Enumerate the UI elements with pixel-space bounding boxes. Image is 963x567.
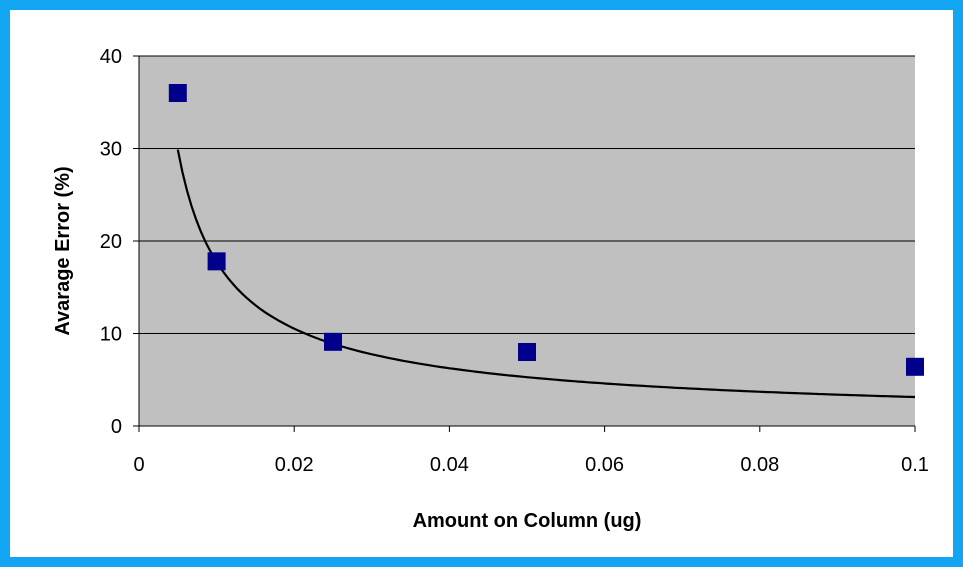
- y-axis-title: Avarage Error (%): [52, 166, 74, 335]
- x-tick-label: 0.02: [275, 454, 314, 476]
- data-point: [906, 357, 924, 376]
- y-tick-label: 10: [100, 324, 122, 346]
- data-point: [207, 252, 226, 271]
- data-point: [168, 84, 187, 102]
- x-axis-ticks: 0 0.02 0.04 0.06 0.08 0.1: [133, 426, 929, 476]
- y-tick-label: 20: [100, 231, 122, 253]
- data-point: [324, 332, 342, 351]
- y-tick-label: 40: [100, 46, 122, 68]
- data-point: [518, 343, 536, 361]
- x-tick-label: 0.1: [901, 454, 929, 476]
- x-tick-label: 0.04: [430, 454, 469, 476]
- x-tick-label: 0.08: [740, 454, 779, 476]
- x-tick-label: 0: [133, 454, 144, 476]
- y-axis-ticks: 0 10 20 30 40: [100, 46, 139, 438]
- y-tick-label: 30: [100, 139, 122, 161]
- x-axis-title: Amount on Column (ug): [413, 510, 642, 532]
- gridlines: [139, 55, 915, 334]
- y-tick-label: 0: [111, 416, 122, 438]
- data-points: [168, 84, 924, 376]
- x-tick-label: 0.06: [585, 454, 624, 476]
- trendline: [176, 149, 916, 399]
